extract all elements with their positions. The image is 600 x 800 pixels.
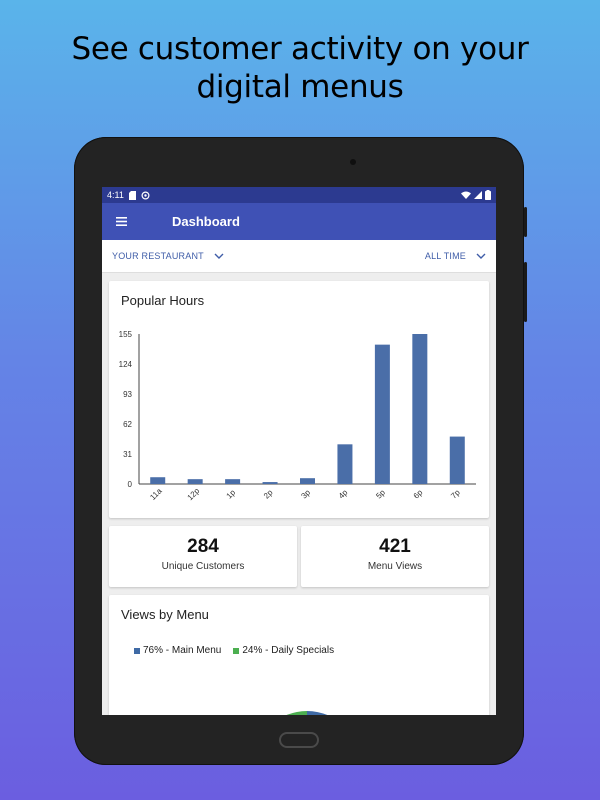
x-tick-label: 4p xyxy=(337,488,350,501)
bar-7p xyxy=(449,436,465,484)
popular-hours-card: Popular Hours 0 31 62 93 124 155 11a 12p 1p 2p 3p 4… xyxy=(109,281,489,518)
x-tick-label: 11a xyxy=(148,486,164,502)
legend-label-main-menu: 76% - Main Menu xyxy=(143,645,222,656)
hamburger-menu-icon[interactable] xyxy=(116,217,127,226)
x-tick-label: 6p xyxy=(412,488,425,501)
y-tick-label: 62 xyxy=(123,420,132,429)
power-button xyxy=(524,262,527,322)
menu-views-value: 421 xyxy=(379,536,411,557)
legend-label-daily-specials: 24% - Daily Specials xyxy=(242,645,335,656)
sd-card-icon xyxy=(128,190,136,200)
restaurant-dropdown[interactable]: YOUR RESTAURANT xyxy=(112,251,224,261)
bar-1p xyxy=(225,479,241,484)
camera-dot xyxy=(350,159,356,165)
signal-icon xyxy=(474,191,482,199)
menu-views-label: Menu Views xyxy=(367,561,423,572)
unique-customers-card: 284 Unique Customers xyxy=(109,526,297,587)
views-by-menu-title: Views by Menu xyxy=(121,607,209,622)
sync-icon xyxy=(141,190,150,200)
bar-5p xyxy=(374,344,390,484)
legend-swatch-daily-specials xyxy=(233,647,240,654)
menu-views-card: 421 Menu Views xyxy=(301,526,489,587)
time-range-dropdown-label: ALL TIME xyxy=(424,251,466,261)
unique-customers-label: Unique Customers xyxy=(161,561,245,572)
y-tick-label: 31 xyxy=(123,450,132,459)
popular-hours-title: Popular Hours xyxy=(121,293,205,308)
x-tick-label: 7p xyxy=(449,488,462,501)
pie-slice-main-menu xyxy=(307,711,328,715)
chevron-down-icon xyxy=(214,253,224,259)
x-tick-label: 3p xyxy=(299,488,312,501)
legend-item-daily-specials: 24% - Daily Specials xyxy=(233,645,334,656)
bar-6p xyxy=(412,334,428,484)
page-title: Dashboard xyxy=(172,214,240,229)
pie-legend: 76% - Main Menu 24% - Daily Specials xyxy=(134,645,334,656)
restaurant-dropdown-label: YOUR RESTAURANT xyxy=(112,251,204,261)
home-button[interactable] xyxy=(279,732,319,748)
wifi-icon xyxy=(461,191,471,199)
pie-slice-daily-specials xyxy=(286,711,307,715)
bar-3p xyxy=(300,478,315,484)
popular-hours-bar-chart: 0 31 62 93 124 155 11a 12p 1p 2p 3p 4p 5p 6p 7p xyxy=(119,330,476,502)
legend-swatch-main-menu xyxy=(134,647,140,654)
x-tick-label: 12p xyxy=(185,486,201,502)
battery-icon xyxy=(485,190,491,200)
bar-2p xyxy=(262,482,278,484)
views-by-menu-pie-chart xyxy=(286,711,328,715)
x-tick-label: 2p xyxy=(262,488,275,501)
promo-line-2: digital menus xyxy=(196,69,404,105)
legend-item-main-menu: 76% - Main Menu xyxy=(134,645,221,656)
bar-11a xyxy=(150,477,166,484)
bar-12p xyxy=(187,479,203,484)
device-screen: 4:11 Dashboard YOUR RESTAURANT ALL TIME … xyxy=(102,187,496,715)
app-bar: Dashboard xyxy=(102,203,496,240)
x-tick-label: 5p xyxy=(374,488,387,501)
time-range-dropdown[interactable]: ALL TIME xyxy=(425,251,486,261)
unique-customers-value: 284 xyxy=(187,536,219,557)
status-time: 4:11 xyxy=(107,190,124,200)
volume-button xyxy=(524,207,527,237)
x-tick-label: 1p xyxy=(225,488,238,501)
promo-line-1: See customer activity on your xyxy=(71,31,529,67)
views-by-menu-card: Views by Menu 76% - Main Menu 24% - Dail… xyxy=(109,595,489,715)
y-tick-label: 155 xyxy=(119,330,133,339)
y-tick-label: 93 xyxy=(123,390,132,399)
status-bar: 4:11 xyxy=(102,187,496,203)
promo-headline: See customer activity on your digital me… xyxy=(0,30,600,106)
bar-4p xyxy=(337,444,353,484)
y-tick-label: 124 xyxy=(119,360,133,369)
y-tick-label: 0 xyxy=(128,480,133,489)
filter-bar: YOUR RESTAURANT ALL TIME xyxy=(102,240,496,273)
chevron-down-icon xyxy=(476,253,486,259)
